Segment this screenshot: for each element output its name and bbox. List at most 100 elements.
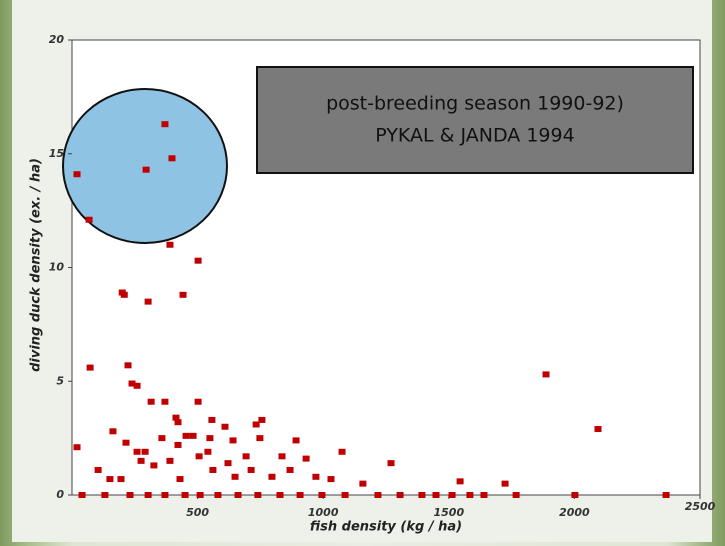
point	[174, 419, 182, 426]
point	[432, 492, 440, 498]
point	[318, 492, 326, 498]
point	[208, 416, 216, 423]
point	[126, 492, 134, 498]
point	[161, 398, 169, 405]
point	[254, 492, 262, 498]
y-tick-label: 20	[49, 33, 65, 46]
point	[448, 492, 456, 498]
point	[418, 492, 426, 498]
point	[242, 453, 250, 460]
point	[338, 448, 346, 455]
point	[158, 435, 166, 442]
point	[166, 457, 174, 464]
point	[456, 478, 464, 485]
point	[571, 492, 579, 498]
point	[594, 426, 602, 433]
point	[341, 492, 349, 498]
point	[312, 473, 320, 480]
point	[327, 476, 335, 483]
point	[374, 492, 382, 498]
point	[147, 398, 155, 405]
point	[179, 291, 187, 298]
point	[150, 462, 158, 469]
point	[214, 492, 222, 498]
point	[181, 492, 189, 498]
y-tick-label: 15	[49, 147, 65, 160]
note-box	[256, 66, 694, 174]
point	[234, 492, 242, 498]
point	[466, 492, 474, 498]
point	[86, 364, 94, 371]
point	[120, 291, 128, 298]
point	[176, 476, 184, 483]
point	[278, 453, 286, 460]
point	[166, 241, 174, 248]
point	[106, 476, 114, 483]
point	[101, 492, 109, 498]
point	[542, 371, 550, 378]
point	[480, 492, 488, 498]
point	[117, 476, 125, 483]
point	[142, 166, 150, 173]
point	[94, 466, 102, 473]
point	[128, 380, 136, 387]
point	[396, 492, 404, 498]
note-line: PYKAL & JANDA 1994	[375, 125, 574, 147]
point	[144, 492, 152, 498]
x-tick-label: 2000	[559, 506, 590, 519]
point	[133, 448, 141, 455]
point	[122, 439, 130, 446]
point	[73, 444, 81, 451]
point	[73, 171, 81, 178]
point	[194, 398, 202, 405]
point	[247, 466, 255, 473]
point	[161, 121, 169, 128]
point	[204, 448, 212, 455]
point	[141, 448, 149, 455]
point	[302, 455, 310, 462]
point	[256, 435, 264, 442]
point	[206, 435, 214, 442]
point	[85, 216, 93, 223]
point	[195, 453, 203, 460]
x-axis-label: fish density (kg / ha)	[310, 520, 462, 535]
x-tick-label: 2500	[685, 500, 716, 513]
point	[252, 421, 260, 428]
y-axis-label: diving duck density (ex. / ha)	[29, 158, 44, 372]
point	[286, 466, 294, 473]
point	[161, 492, 169, 498]
highlight-ellipse	[62, 88, 228, 244]
point	[133, 382, 141, 389]
point	[168, 155, 176, 162]
y-tick-label: 10	[49, 261, 65, 274]
point	[501, 480, 509, 487]
point	[221, 423, 229, 430]
point	[194, 257, 202, 264]
point	[268, 473, 276, 480]
point	[124, 362, 132, 369]
point	[78, 492, 86, 498]
point	[137, 457, 145, 464]
point	[231, 473, 239, 480]
point	[229, 437, 237, 444]
point	[512, 492, 520, 498]
point	[174, 441, 182, 448]
point	[109, 428, 117, 435]
x-tick-label: 1500	[433, 506, 464, 519]
point	[209, 466, 217, 473]
x-tick-label: 500	[186, 506, 209, 519]
point	[224, 460, 232, 467]
point	[662, 492, 670, 498]
point	[196, 492, 204, 498]
point	[387, 460, 395, 467]
x-tick-label: 1000	[308, 506, 339, 519]
point	[172, 414, 180, 421]
y-tick-label: 0	[56, 488, 64, 501]
note-line: post-breeding season 1990-92)	[326, 93, 624, 115]
point	[182, 432, 190, 439]
point	[144, 298, 152, 305]
point	[276, 492, 284, 498]
point	[359, 480, 367, 487]
